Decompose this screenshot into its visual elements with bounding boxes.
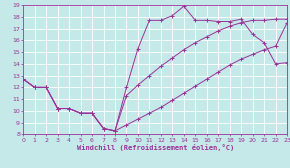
X-axis label: Windchill (Refroidissement éolien,°C): Windchill (Refroidissement éolien,°C) [77, 144, 234, 151]
